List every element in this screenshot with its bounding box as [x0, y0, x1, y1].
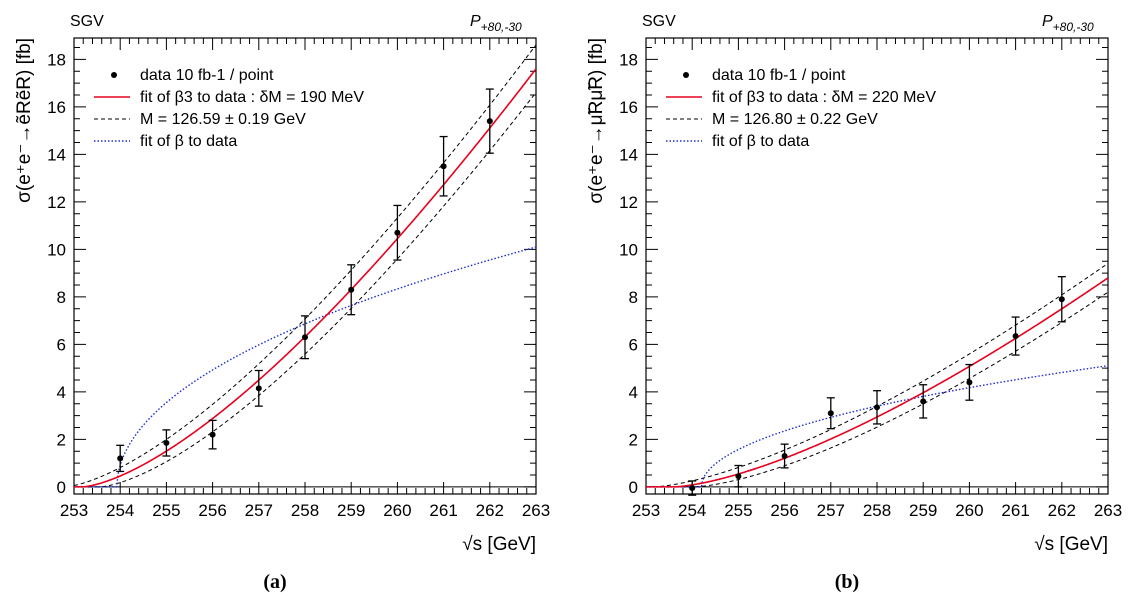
y-tick-label: 6: [57, 335, 66, 354]
panel-caption: (a): [263, 571, 286, 593]
y-tick-label: 4: [57, 383, 66, 402]
legend-entry: fit of β3 to data : δM = 190 MeV: [140, 89, 364, 106]
x-tick-label: 261: [1001, 501, 1029, 520]
legend-marker: [683, 72, 689, 78]
y-tick-label: 10: [619, 240, 638, 259]
data-point: [920, 398, 927, 405]
data-point: [781, 453, 788, 459]
data-point: [1058, 296, 1065, 303]
y-tick-label: 18: [619, 50, 638, 69]
data-point: [735, 473, 742, 480]
plot-frame: [73, 37, 537, 495]
y-tick-label: 14: [619, 145, 638, 164]
data-point: [394, 229, 401, 236]
beta-fit-curve: [74, 246, 536, 488]
legend-entry: fit of β to data: [140, 133, 237, 150]
y-tick-label: 6: [629, 335, 638, 354]
x-tick-label: 256: [198, 501, 226, 520]
x-tick-label: 259: [909, 501, 937, 520]
legend-entry: fit of β to data: [712, 133, 809, 150]
panel-a: 253 254 255 256 257 258 259 260 261 262 263 0 2 4 6 8 10…: [14, 13, 550, 593]
data-point: [689, 485, 696, 492]
beta3-fit-curve: [646, 277, 1108, 488]
x-tick-label: 254: [678, 501, 706, 520]
y-tick-label: 12: [47, 193, 66, 212]
x-tick-label: 260: [383, 501, 411, 520]
generator-label: SGV: [70, 13, 104, 30]
data-point: [302, 334, 308, 341]
legend-entry: data 10 fb-1 / point: [712, 67, 846, 84]
data-point: [440, 163, 447, 170]
x-tick-label: 255: [724, 501, 752, 520]
x-tick-label: 262: [476, 501, 504, 520]
x-tick-label: 254: [106, 501, 134, 520]
fit-band-upper: [646, 262, 1108, 488]
y-tick-label: 14: [47, 145, 66, 164]
generator-label: SGV: [642, 13, 676, 30]
x-tick-label: 261: [429, 501, 457, 520]
legend-entry: M = 126.59 ± 0.19 GeV: [140, 111, 306, 128]
data-point: [163, 439, 170, 446]
data-point: [1012, 333, 1019, 340]
y-tick-label: 16: [47, 98, 66, 117]
legend-entry: fit of β3 to data : δM = 220 MeV: [712, 89, 936, 106]
data-point: [255, 385, 262, 392]
y-tick-label: 0: [629, 478, 638, 497]
x-tick-label: 253: [632, 501, 660, 520]
panel-caption: (b): [835, 571, 859, 593]
data-point: [827, 410, 834, 417]
y-tick-label: 0: [57, 478, 66, 497]
beta3-fit-curve: [74, 68, 536, 488]
x-axis-label: √s [GeV]: [462, 534, 536, 555]
panel-b: 253 254 255 256 257 258 259 260 261 262 263 0 2 4 6 8 10…: [586, 13, 1122, 593]
legend-entry: data 10 fb-1 / point: [140, 67, 274, 84]
x-tick-label: 262: [1048, 501, 1076, 520]
x-tick-label: 256: [770, 501, 798, 520]
fit-band-lower: [646, 291, 1108, 488]
y-tick-label: 18: [47, 50, 66, 69]
y-tick-label: 10: [47, 240, 66, 259]
fit-band-lower: [74, 92, 536, 488]
x-tick-label: 255: [152, 501, 180, 520]
plot-frame: [645, 37, 1109, 495]
x-tick-label: 263: [522, 501, 550, 520]
y-tick-label: 8: [57, 288, 66, 307]
y-tick-label: 16: [619, 98, 638, 117]
y-tick-label: 12: [619, 193, 638, 212]
x-tick-label: 260: [955, 501, 983, 520]
y-axis-label: σ(e⁺e⁻→ẽRẽR) [fb]: [14, 38, 35, 203]
y-axis-label: σ(e⁺e⁻→μ̃Rμ̃R) [fb]: [586, 38, 607, 204]
y-tick-label: 8: [629, 288, 638, 307]
x-tick-label: 257: [245, 501, 273, 520]
legend-marker: [111, 72, 117, 78]
x-tick-label: 253: [60, 501, 88, 520]
x-tick-label: 263: [1094, 501, 1122, 520]
data-point: [117, 455, 124, 462]
beta-fit-curve: [646, 365, 1108, 488]
x-tick-label: 258: [863, 501, 891, 520]
legend-entry: M = 126.80 ± 0.22 GeV: [712, 111, 878, 128]
x-tick-label: 259: [337, 501, 365, 520]
data-point: [874, 404, 880, 411]
polarisation-label: P+80,-30: [470, 13, 522, 34]
x-axis-label: √s [GeV]: [1034, 534, 1108, 555]
x-tick-label: 257: [817, 501, 845, 520]
polarisation-label: P+80,-30: [1042, 13, 1094, 34]
y-tick-label: 2: [57, 430, 66, 449]
data-point: [348, 286, 355, 293]
y-tick-label: 4: [629, 383, 638, 402]
x-tick-label: 258: [291, 501, 319, 520]
data-point: [966, 379, 973, 386]
data-point: [486, 118, 493, 125]
y-tick-label: 2: [629, 430, 638, 449]
data-point: [209, 431, 216, 438]
